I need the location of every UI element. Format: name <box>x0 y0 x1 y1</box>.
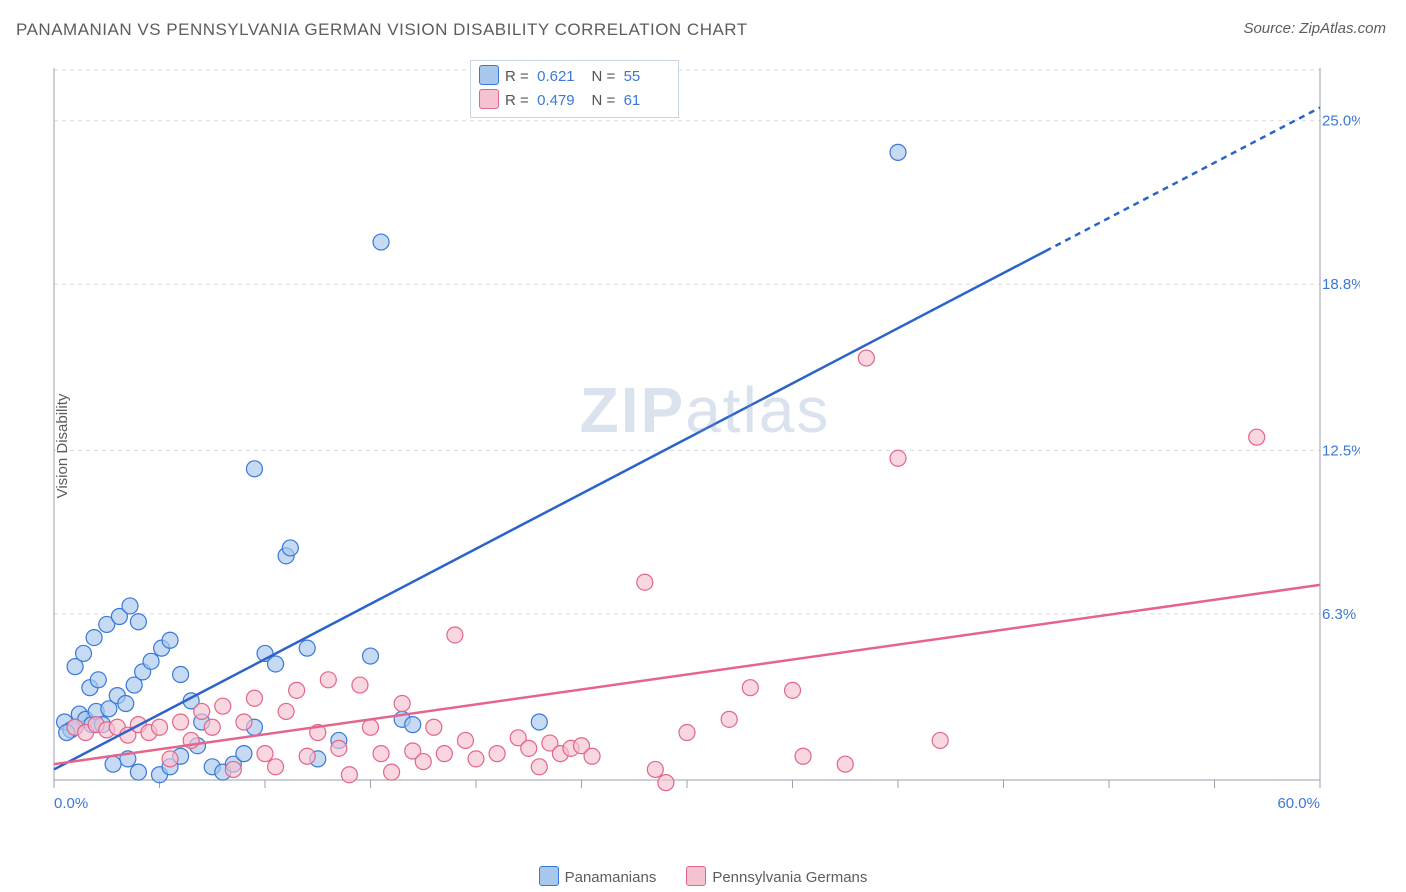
chart-svg: 6.3% 12.5% 18.8% 25.0% 0.0% 60.0% <box>50 60 1360 820</box>
stats-swatch <box>479 65 499 85</box>
r-label: R = <box>505 92 529 109</box>
legend-label: Panamanians <box>565 869 657 886</box>
stats-row: R = 0.479 N = 61 <box>479 89 670 113</box>
r-label: R = <box>505 68 529 85</box>
svg-text:18.8%: 18.8% <box>1322 276 1360 293</box>
legend-item: Panamanians <box>539 866 657 886</box>
n-value: 61 <box>624 89 670 113</box>
svg-text:25.0%: 25.0% <box>1322 113 1360 130</box>
r-value: 0.479 <box>537 89 583 113</box>
r-value: 0.621 <box>537 65 583 89</box>
plot-area: 6.3%12.5%18.8%25.0%0.0%60.0% ZIPatlas R … <box>50 60 1360 820</box>
svg-text:60.0%: 60.0% <box>1277 795 1320 812</box>
n-value: 55 <box>624 65 670 89</box>
svg-text:6.3%: 6.3% <box>1322 606 1356 623</box>
n-label: N = <box>591 92 615 109</box>
stats-legend-box: R = 0.621 N = 55R = 0.479 N = 61 <box>470 60 679 118</box>
legend-swatch <box>539 866 559 886</box>
svg-text:12.5%: 12.5% <box>1322 442 1360 459</box>
stats-row: R = 0.621 N = 55 <box>479 65 670 89</box>
svg-text:0.0%: 0.0% <box>54 795 88 812</box>
legend-swatch <box>686 866 706 886</box>
n-label: N = <box>591 68 615 85</box>
legend-label: Pennsylvania Germans <box>712 869 867 886</box>
chart-title: PANAMANIAN VS PENNSYLVANIA GERMAN VISION… <box>16 20 748 40</box>
source-label: Source: ZipAtlas.com <box>1243 20 1386 37</box>
bottom-legend: Panamanians Pennsylvania Germans <box>0 866 1406 886</box>
stats-swatch <box>479 89 499 109</box>
legend-item: Pennsylvania Germans <box>686 866 867 886</box>
